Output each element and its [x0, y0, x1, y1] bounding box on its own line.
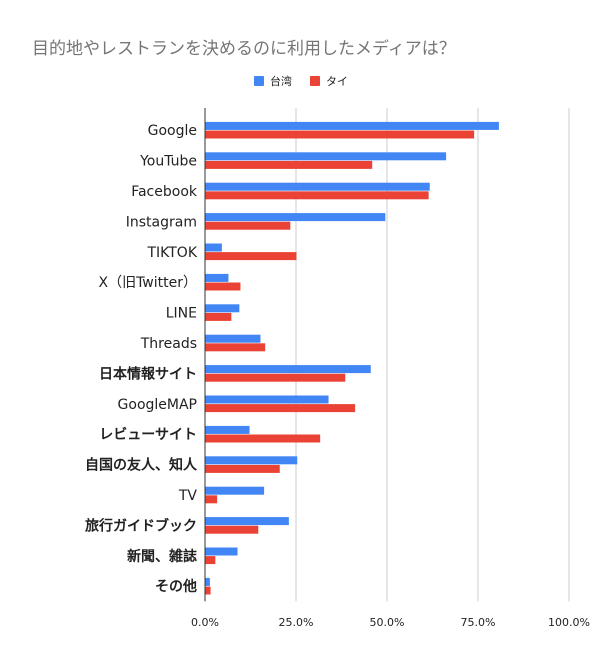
bar — [205, 252, 297, 261]
bar — [205, 312, 232, 321]
category-label: GoogleMAP — [118, 397, 197, 413]
x-tick-label: 75.0% — [461, 616, 496, 629]
category-label: Threads — [140, 336, 197, 352]
bar — [205, 182, 430, 191]
bar — [205, 373, 346, 382]
bar — [205, 191, 429, 200]
x-tick-labels: 0.0% 25.0% 50.0% 75.0% 100.0% — [191, 616, 590, 629]
category-label: Facebook — [131, 184, 198, 200]
bar — [205, 130, 475, 139]
bars — [205, 121, 499, 595]
bar — [205, 395, 329, 404]
category-label: レビューサイト — [99, 427, 197, 443]
bar — [205, 547, 238, 556]
legend-swatch — [254, 76, 264, 86]
chart-title: 目的地やレストランを決めるのに利用したメディアは？ — [32, 39, 456, 59]
bar — [205, 243, 222, 252]
bar — [205, 282, 241, 291]
category-labels: Google YouTube Facebook Instagram TIKTOK X（旧T… — [85, 123, 198, 595]
legend-label: 台湾 — [270, 74, 292, 88]
bar — [205, 577, 210, 586]
x-tick-label: 25.0% — [279, 616, 314, 629]
category-label: その他 — [155, 578, 197, 595]
bar — [205, 221, 291, 230]
bar — [205, 495, 218, 504]
x-tick-label: 100.0% — [548, 616, 590, 629]
category-label: TIKTOK — [146, 245, 197, 261]
bar — [205, 404, 356, 413]
bar — [205, 556, 216, 565]
bar — [205, 121, 499, 130]
category-label: YouTube — [139, 154, 197, 170]
bar — [205, 456, 298, 465]
category-label: 自国の友人、知人 — [85, 457, 198, 474]
bar — [205, 343, 266, 352]
bar — [205, 273, 229, 282]
category-label: 旅行ガイドブック — [85, 517, 197, 534]
bar — [205, 160, 373, 169]
legend-swatch — [310, 76, 320, 86]
bar — [205, 213, 386, 222]
bar — [205, 525, 259, 534]
legend-label: タイ — [326, 75, 348, 88]
legend: 台湾 タイ — [254, 74, 348, 88]
bar — [205, 586, 211, 595]
category-label: LINE — [166, 306, 197, 322]
category-label: Instagram — [126, 214, 197, 230]
category-label: Google — [148, 123, 197, 139]
bar — [205, 434, 321, 443]
bar — [205, 486, 265, 495]
bar — [205, 304, 240, 313]
bar — [205, 425, 250, 434]
category-label: TV — [178, 488, 198, 504]
bar — [205, 464, 280, 473]
category-label: X（旧Twitter） — [98, 275, 197, 291]
bar — [205, 334, 261, 343]
bar — [205, 365, 371, 374]
x-tick-label: 50.0% — [370, 616, 405, 629]
x-tick-label: 0.0% — [191, 616, 219, 629]
bar — [205, 517, 289, 526]
category-label: 日本情報サイト — [99, 365, 197, 382]
bar — [205, 152, 447, 161]
grid-lines — [204, 108, 570, 602]
category-label: 新聞、雑誌 — [127, 548, 197, 565]
